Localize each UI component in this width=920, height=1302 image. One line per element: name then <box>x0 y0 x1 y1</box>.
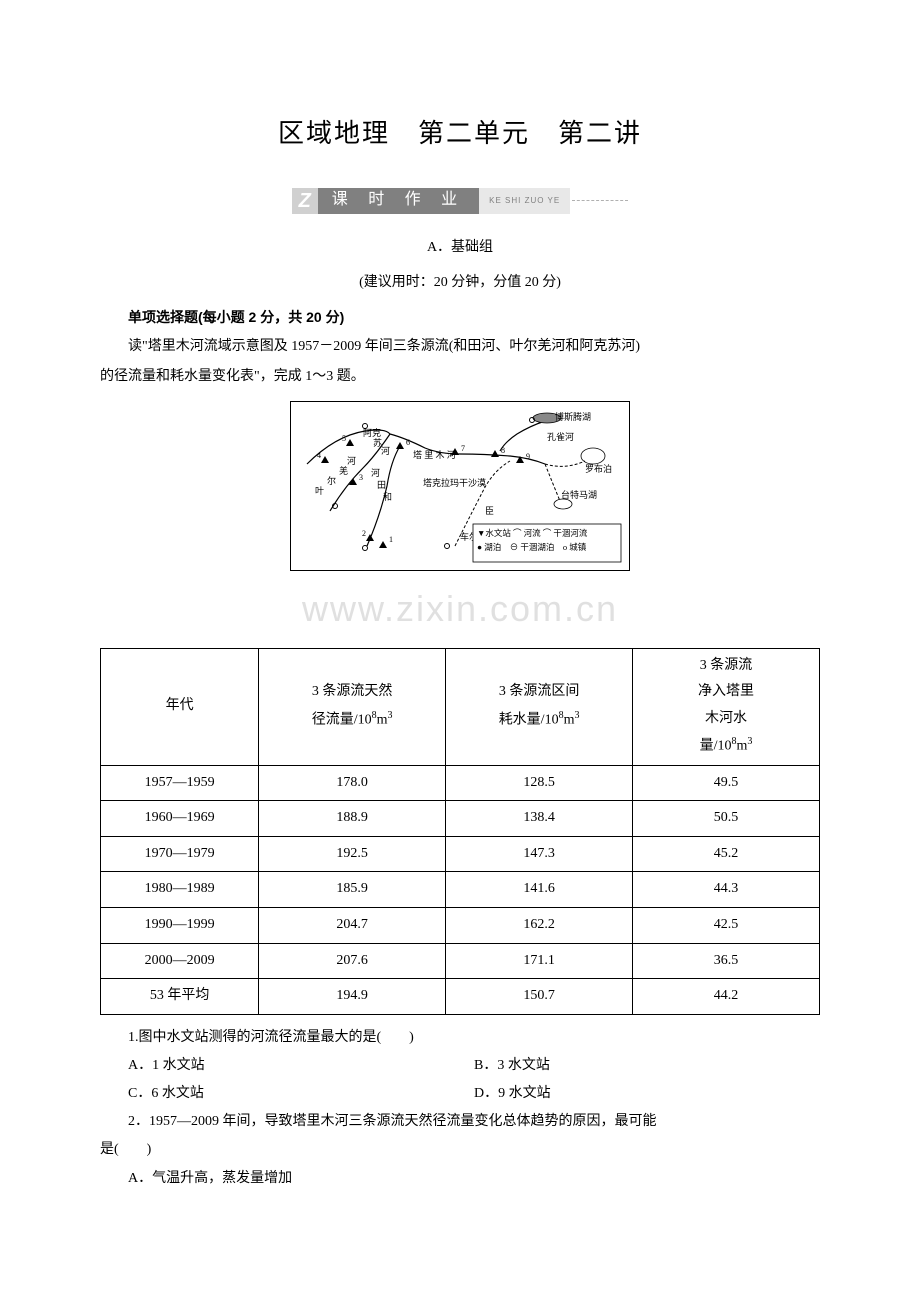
q2-opt-a: A．气温升高，蒸发量增加 <box>128 1166 820 1191</box>
svg-text:叶: 叶 <box>315 486 324 496</box>
banner-text: 课 时 作 业 <box>318 188 479 214</box>
intro-text-1: 读"塔里木河流域示意图及 1957－2009 年间三条源流(和田河、叶尔羌河和阿… <box>100 334 820 359</box>
table-row: 1957—1959178.0128.549.5 <box>101 765 820 801</box>
map-svg: 1 2 3 4 5 6 7 8 9 博斯腾湖 孔雀河 罗布泊 阿克 苏 河 塔 … <box>295 406 625 566</box>
table-cell: 45.2 <box>633 836 820 872</box>
section-banner: Z 课 时 作 业 KE SHI ZUO YE <box>280 187 640 215</box>
table-cell: 42.5 <box>633 907 820 943</box>
table-row: 1990—1999204.7162.242.5 <box>101 907 820 943</box>
svg-text:2: 2 <box>362 529 366 538</box>
q1-opt-a: A．1 水文站 <box>128 1053 474 1078</box>
table-row: 1960—1969188.9138.450.5 <box>101 801 820 837</box>
th-year: 年代 <box>101 648 259 765</box>
table-cell: 141.6 <box>446 872 633 908</box>
svg-text:河: 河 <box>381 445 390 456</box>
table-header-row: 年代 3 条源流天然径流量/108m3 3 条源流区间耗水量/108m3 3 条… <box>101 648 820 765</box>
group-label: A．基础组 <box>100 235 820 260</box>
q2-opts-row1: A．气温升高，蒸发量增加 <box>100 1166 820 1191</box>
svg-text:6: 6 <box>406 438 410 447</box>
banner-dash <box>572 200 628 201</box>
table-cell: 44.2 <box>633 979 820 1015</box>
table-cell: 128.5 <box>446 765 633 801</box>
intro-text-2: 的径流量和耗水量变化表"，完成 1～3 题。 <box>100 364 820 389</box>
q1-opts-row1: A．1 水文站 B．3 水文站 <box>100 1053 820 1078</box>
table-row: 2000—2009207.6171.136.5 <box>101 943 820 979</box>
svg-text:臣: 臣 <box>485 506 494 516</box>
table-row: 1970—1979192.5147.345.2 <box>101 836 820 872</box>
svg-text:和: 和 <box>383 492 392 502</box>
table-cell: 185.9 <box>259 872 446 908</box>
table-cell: 194.9 <box>259 979 446 1015</box>
svg-text:孔雀河: 孔雀河 <box>547 431 574 442</box>
table-cell: 178.0 <box>259 765 446 801</box>
q1-stem: 1.图中水文站测得的河流径流量最大的是( ) <box>100 1025 820 1050</box>
table-cell: 1970—1979 <box>101 836 259 872</box>
map-figure: 1 2 3 4 5 6 7 8 9 博斯腾湖 孔雀河 罗布泊 阿克 苏 河 塔 … <box>290 401 630 571</box>
table-cell: 192.5 <box>259 836 446 872</box>
table-cell: 49.5 <box>633 765 820 801</box>
svg-text:3: 3 <box>359 473 363 482</box>
svg-text:罗布泊: 罗布泊 <box>585 463 612 474</box>
svg-text:尔: 尔 <box>327 475 336 486</box>
svg-text:8: 8 <box>501 446 505 455</box>
table-cell: 162.2 <box>446 907 633 943</box>
table-cell: 44.3 <box>633 872 820 908</box>
z-badge: Z <box>292 188 318 214</box>
table-cell: 147.3 <box>446 836 633 872</box>
banner-pinyin: KE SHI ZUO YE <box>479 188 570 214</box>
watermark: www.zixin.com.cn <box>100 577 820 642</box>
th-net: 3 条源流净入塔里木河水量/108m3 <box>633 648 820 765</box>
table-cell: 150.7 <box>446 979 633 1015</box>
svg-text:河: 河 <box>347 455 356 466</box>
q1-opt-b: B．3 水文站 <box>474 1053 820 1078</box>
page-title: 区域地理 第二单元 第二讲 <box>100 110 820 157</box>
svg-text:阿克: 阿克 <box>363 428 381 438</box>
svg-text:5: 5 <box>342 434 346 443</box>
table-cell: 138.4 <box>446 801 633 837</box>
svg-text:田: 田 <box>377 480 386 490</box>
table-cell: 204.7 <box>259 907 446 943</box>
svg-text:塔克拉玛干沙漠: 塔克拉玛干沙漠 <box>423 477 486 488</box>
svg-text:▼水文站 ⌒ 河流 ⌒ 干涸河流: ▼水文站 ⌒ 河流 ⌒ 干涸河流 <box>477 528 588 538</box>
data-table: 年代 3 条源流天然径流量/108m3 3 条源流区间耗水量/108m3 3 条… <box>100 648 820 1015</box>
table-row: 1980—1989185.9141.644.3 <box>101 872 820 908</box>
svg-text:● 湖泊 ⊖ 干涸湖泊 o 城镇: ● 湖泊 ⊖ 干涸湖泊 o 城镇 <box>477 542 587 552</box>
table-row: 53 年平均194.9150.744.2 <box>101 979 820 1015</box>
svg-text:台特马湖: 台特马湖 <box>561 489 597 500</box>
q2-stem-2: 是( ) <box>100 1137 820 1162</box>
th-consumption: 3 条源流区间耗水量/108m3 <box>446 648 633 765</box>
table-cell: 188.9 <box>259 801 446 837</box>
timing-note: (建议用时：20 分钟，分值 20 分) <box>100 270 820 295</box>
svg-text:羌: 羌 <box>339 465 348 476</box>
q1-opt-d: D．9 水文站 <box>474 1081 820 1106</box>
svg-text:1: 1 <box>389 535 393 544</box>
table-cell: 207.6 <box>259 943 446 979</box>
svg-text:博斯腾湖: 博斯腾湖 <box>555 411 591 422</box>
svg-text:9: 9 <box>526 452 530 461</box>
table-cell: 2000—2009 <box>101 943 259 979</box>
svg-text:塔 里 木 河: 塔 里 木 河 <box>413 449 456 460</box>
table-cell: 1957—1959 <box>101 765 259 801</box>
svg-text:4: 4 <box>317 451 321 460</box>
svg-text:河: 河 <box>371 467 380 478</box>
table-cell: 1960—1969 <box>101 801 259 837</box>
q2-stem-1: 2．1957—2009 年间，导致塔里木河三条源流天然径流量变化总体趋势的原因，… <box>100 1109 820 1134</box>
table-cell: 171.1 <box>446 943 633 979</box>
table-cell: 1980—1989 <box>101 872 259 908</box>
q1-opt-c: C．6 水文站 <box>128 1081 474 1106</box>
table-cell: 50.5 <box>633 801 820 837</box>
svg-text:7: 7 <box>461 444 465 453</box>
table-cell: 53 年平均 <box>101 979 259 1015</box>
table-cell: 1990—1999 <box>101 907 259 943</box>
section-heading: 单项选择题(每小题 2 分，共 20 分) <box>100 305 820 330</box>
q1-opts-row2: C．6 水文站 D．9 水文站 <box>100 1081 820 1106</box>
th-runoff: 3 条源流天然径流量/108m3 <box>259 648 446 765</box>
table-cell: 36.5 <box>633 943 820 979</box>
